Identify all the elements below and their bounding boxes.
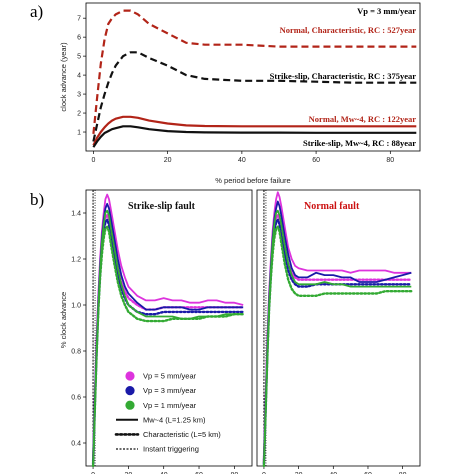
xtick-label: 80 [386, 157, 394, 164]
panel-b-ylabel: % clock advance [59, 292, 68, 348]
legend-marker-1 [125, 386, 135, 396]
series-line-2 [92, 115, 417, 146]
xtick-label: 20 [295, 472, 303, 474]
series-line-3 [92, 125, 417, 148]
xtick-label: 20 [164, 157, 172, 164]
xtick-label: 60 [195, 472, 203, 474]
ytick-label: 1.2 [71, 257, 81, 264]
panel-a-letter: a) [30, 2, 43, 21]
legend-label-4: Characteristic (L=5 km) [143, 430, 221, 439]
subplot-normal-xticks: 0 20 40 60 80 [262, 466, 407, 474]
panel-a-yticks: 1 2 3 4 5 6 7 [77, 16, 86, 137]
ytick-label: 6 [77, 35, 81, 42]
xtick-label: 60 [312, 157, 320, 164]
ytick-label: 1.4 [71, 211, 81, 218]
series-line-2 [92, 209, 244, 464]
panel-a-frame [85, 2, 421, 152]
subplot-strike-slip-yticks: 0.4 0.6 0.8 1.0 1.2 1.4 [71, 211, 86, 448]
ytick-label: 0.6 [71, 395, 81, 402]
subplot-strike-slip-title: Strike-slip fault [128, 201, 196, 212]
panel-b-letter: b) [30, 190, 44, 209]
xtick-label: 40 [329, 472, 337, 474]
legend-label-0: Vp = 5 mm/year [143, 372, 197, 381]
subplot-normal-title: Normal fault [304, 201, 360, 212]
panel-a-xticks: 0 20 40 60 80 [91, 151, 394, 164]
legend-label-3: Mw~4 (L=1.25 km) [143, 415, 206, 424]
legend-label-5: Instant triggering [143, 445, 199, 454]
subplot-strike-slip: Strike-slip fault 0.4 0.6 0.8 1.0 1.2 1.4 0 20… [71, 189, 253, 474]
legend-label-2: Vp = 1 mm/year [143, 401, 197, 410]
legend-marker-2 [125, 400, 135, 410]
annotation-normal-characteristic: Normal, Characteristic, RC : 527year [280, 25, 417, 35]
annotation-strike-slip-mw: Strike-slip, Mw~4, RC : 88year [303, 138, 416, 148]
panel-a-xlabel: % period before failure [215, 176, 290, 185]
legend: Vp = 5 mm/year Vp = 3 mm/year Vp = 1 mm/ye… [114, 371, 221, 454]
panel-b: b) % clock advance Strike-slip fault 0.4… [30, 189, 421, 474]
ytick-label: 5 [77, 54, 81, 61]
xtick-label: 80 [399, 472, 407, 474]
panel-a-lines [92, 9, 417, 148]
xtick-label: 40 [160, 472, 168, 474]
annotation-vp: Vp = 3 mm/year [357, 6, 416, 16]
xtick-label: 40 [238, 157, 246, 164]
subplot-strike-slip-lines [91, 190, 245, 468]
ytick-label: 3 [77, 92, 81, 99]
subplot-normal-frame [256, 189, 421, 467]
subplot-strike-slip-frame [85, 189, 253, 467]
xtick-label: 0 [262, 472, 266, 474]
ytick-label: 0.4 [71, 441, 81, 448]
subplot-strike-slip-xticks: 0 20 40 60 80 [91, 466, 238, 474]
xtick-label: 20 [124, 472, 132, 474]
xtick-label: 60 [364, 472, 372, 474]
ytick-label: 1 [77, 130, 81, 137]
panel-a-ylabel: clock advance (year) [59, 42, 68, 112]
ytick-label: 7 [77, 16, 81, 23]
panel-a: a) 1 2 3 4 5 6 7 0 20 40 60 80 clock advance (year… [30, 2, 421, 185]
series-line-2 [263, 209, 412, 464]
xtick-label: 0 [91, 157, 95, 164]
xtick-label: 80 [230, 472, 238, 474]
annotation-strike-slip-characteristic: Strike-slip, Characteristic, RC : 375yea… [270, 71, 417, 81]
ytick-label: 1.0 [71, 303, 81, 310]
subplot-normal: Normal fault 0 20 40 60 80 [256, 189, 421, 474]
xtick-label: 0 [91, 472, 95, 474]
subplot-normal-lines [262, 190, 413, 468]
legend-label-1: Vp = 3 mm/year [143, 386, 197, 395]
series-line-1 [92, 51, 417, 142]
ytick-label: 0.8 [71, 349, 81, 356]
series-line-0 [92, 9, 417, 135]
ytick-label: 4 [77, 73, 81, 80]
ytick-label: 2 [77, 111, 81, 118]
legend-marker-0 [125, 371, 135, 381]
annotation-normal-mw: Normal, Mw~4, RC : 122year [309, 114, 417, 124]
